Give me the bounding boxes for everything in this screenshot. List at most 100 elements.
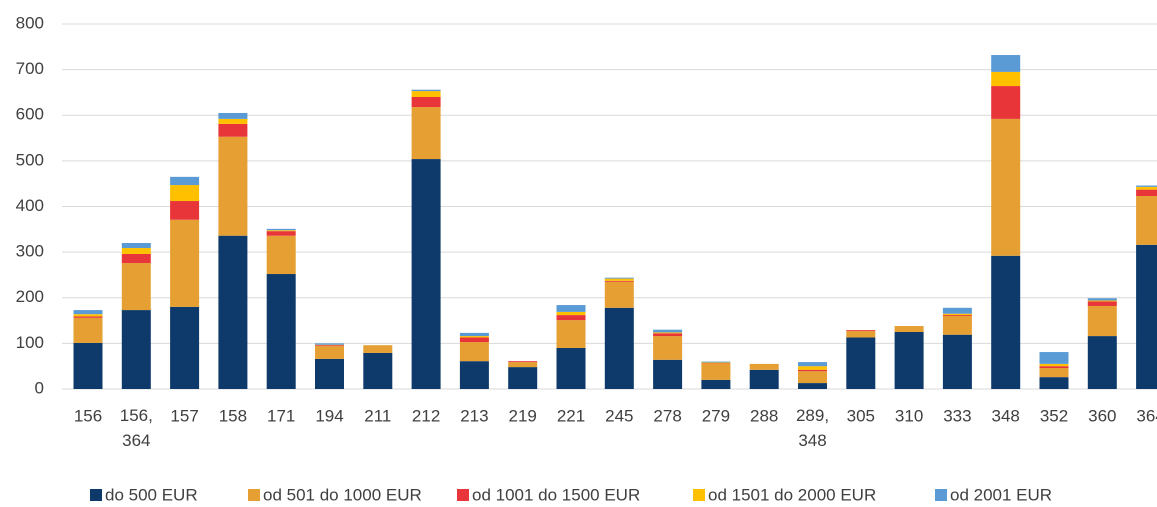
- bar-segment: [218, 123, 248, 137]
- bar-segment: [315, 343, 344, 345]
- bar-segment: [1087, 300, 1117, 302]
- bar-segment: [798, 383, 827, 389]
- x-tick-label: 156, 364: [120, 406, 153, 450]
- bar-segment: [1136, 189, 1157, 197]
- x-tick-label: 289, 348: [796, 406, 829, 450]
- bar-segment: [1039, 363, 1069, 367]
- bar-segment: [894, 331, 924, 389]
- bar-segment: [121, 248, 151, 254]
- bar-segment: [459, 337, 489, 343]
- bar-segment: [798, 369, 827, 372]
- bar-segment: [701, 379, 731, 389]
- bar-segment: [701, 363, 731, 380]
- y-tick-label: 400: [16, 196, 44, 215]
- bar-segment: [556, 305, 586, 312]
- bar-segment: [218, 112, 248, 119]
- bar-segment: [653, 332, 683, 334]
- bar-segment: [1136, 185, 1157, 187]
- bar-segment: [266, 230, 296, 232]
- bar-segment: [218, 136, 248, 236]
- bar-segment: [701, 361, 731, 363]
- bar-segment: [411, 89, 441, 92]
- bar-segment: [798, 362, 827, 367]
- bar-segment: [991, 255, 1021, 389]
- bar-segment: [798, 366, 827, 370]
- bar-segment: [315, 358, 344, 389]
- bar-segment: [653, 359, 683, 389]
- bar-segment: [1087, 305, 1117, 337]
- bar-segment: [73, 314, 103, 317]
- bar-segment: [121, 310, 151, 389]
- bar-segment: [942, 307, 972, 314]
- bar-segment: [121, 263, 151, 311]
- x-tick-label: 213: [460, 406, 488, 425]
- bar-segment: [604, 307, 634, 389]
- bar-segment: [315, 345, 344, 347]
- bar-segment: [798, 371, 827, 384]
- bar-segment: [894, 326, 924, 332]
- bar-segment: [556, 311, 586, 316]
- bar-segment: [991, 118, 1021, 256]
- legend-label: od 1501 do 2000 EUR: [708, 485, 876, 504]
- x-tick-label: 352: [1040, 406, 1068, 425]
- bar-segment: [315, 346, 344, 359]
- legend-label: od 501 do 1000 EUR: [263, 485, 422, 504]
- legend-label: od 1001 do 1500 EUR: [472, 485, 640, 504]
- bar-segment: [653, 333, 683, 337]
- bar-segment: [459, 342, 489, 362]
- bar-segment: [73, 316, 103, 318]
- bar-segment: [508, 362, 538, 368]
- x-tick-label: 333: [943, 406, 971, 425]
- bar-segment: [459, 361, 489, 389]
- bar-segment: [991, 86, 1021, 119]
- bar-segment: [1136, 186, 1157, 190]
- bar-segment: [942, 313, 972, 316]
- bar-segment: [604, 278, 634, 281]
- bar-segment: [170, 219, 200, 307]
- x-tick-label: 194: [315, 406, 343, 425]
- bar-segment: [459, 332, 489, 337]
- bar-segment: [508, 367, 538, 389]
- bar-segment: [411, 159, 441, 389]
- bar-segment: [459, 336, 489, 338]
- bar-segment: [266, 231, 296, 236]
- x-tick-label: 211: [364, 406, 391, 425]
- bar-segment: [121, 243, 151, 249]
- bar-segment: [604, 281, 634, 308]
- legend-swatch: [935, 489, 947, 501]
- x-tick-label: 360: [1088, 406, 1116, 425]
- bar-segment: [508, 361, 538, 363]
- bar-segment: [266, 235, 296, 275]
- bar-segment: [604, 280, 634, 282]
- x-tick-label: 171: [267, 406, 295, 425]
- x-tick-label: 310: [895, 406, 923, 425]
- x-tick-label: 158: [219, 406, 247, 425]
- bar-segment: [653, 336, 683, 360]
- x-tick-label: 212: [412, 406, 440, 425]
- bar-segment: [170, 176, 200, 186]
- bar-segment: [73, 310, 103, 315]
- bar-segment: [846, 331, 876, 338]
- bar-segment: [701, 362, 731, 364]
- bar-segment: [604, 277, 634, 279]
- bar-segment: [73, 342, 103, 389]
- y-tick-label: 0: [35, 378, 44, 397]
- bar-segment: [218, 235, 248, 389]
- x-tick-label: 288: [750, 406, 778, 425]
- x-tick-label: 364: [1136, 406, 1157, 425]
- bar-segment: [991, 71, 1021, 87]
- bar-segment: [363, 352, 393, 389]
- x-tick-label: 157: [170, 406, 198, 425]
- bar-segment: [1087, 301, 1117, 306]
- legend-swatch: [457, 489, 469, 501]
- bar-segment: [1039, 352, 1069, 364]
- y-tick-label: 700: [16, 59, 44, 78]
- bar-segment: [170, 201, 200, 220]
- bar-segment: [991, 55, 1021, 72]
- bar-segment: [942, 334, 972, 389]
- bar-segment: [556, 347, 586, 389]
- x-tick-label: 221: [557, 406, 585, 425]
- x-tick-label: 219: [509, 406, 537, 425]
- x-tick-label: 278: [653, 406, 681, 425]
